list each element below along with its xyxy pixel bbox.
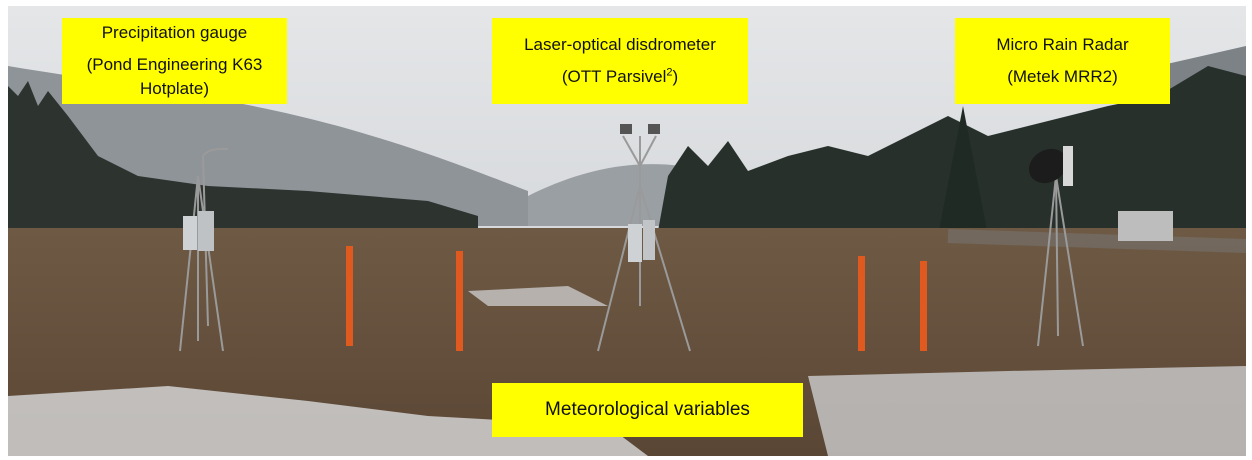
label-subtitle-line: (OTT Parsivel2) bbox=[562, 65, 678, 89]
label-subtitle-end: ) bbox=[672, 67, 679, 86]
label-subtitle: (Metek MRR2) bbox=[1007, 67, 1118, 86]
label-box: Laser-optical disdrometer (OTT Parsivel2… bbox=[492, 18, 748, 104]
label-title: Meteorological variables bbox=[545, 399, 750, 420]
label-subtitle: (Pond Engineering K63 Hotplate) bbox=[86, 55, 263, 98]
label-title: Laser-optical disdrometer bbox=[524, 35, 716, 54]
label-box: Meteorological variables bbox=[492, 383, 803, 437]
label-superscript: 2 bbox=[666, 66, 673, 79]
label-title: Precipitation gauge bbox=[101, 23, 248, 42]
label-box: Precipitation gauge (Pond Engineering K6… bbox=[62, 18, 287, 104]
label-subtitle: (OTT Parsivel bbox=[561, 67, 667, 86]
label-title: Micro Rain Radar bbox=[996, 35, 1129, 54]
label-box: Micro Rain Radar (Metek MRR2) bbox=[955, 18, 1170, 104]
